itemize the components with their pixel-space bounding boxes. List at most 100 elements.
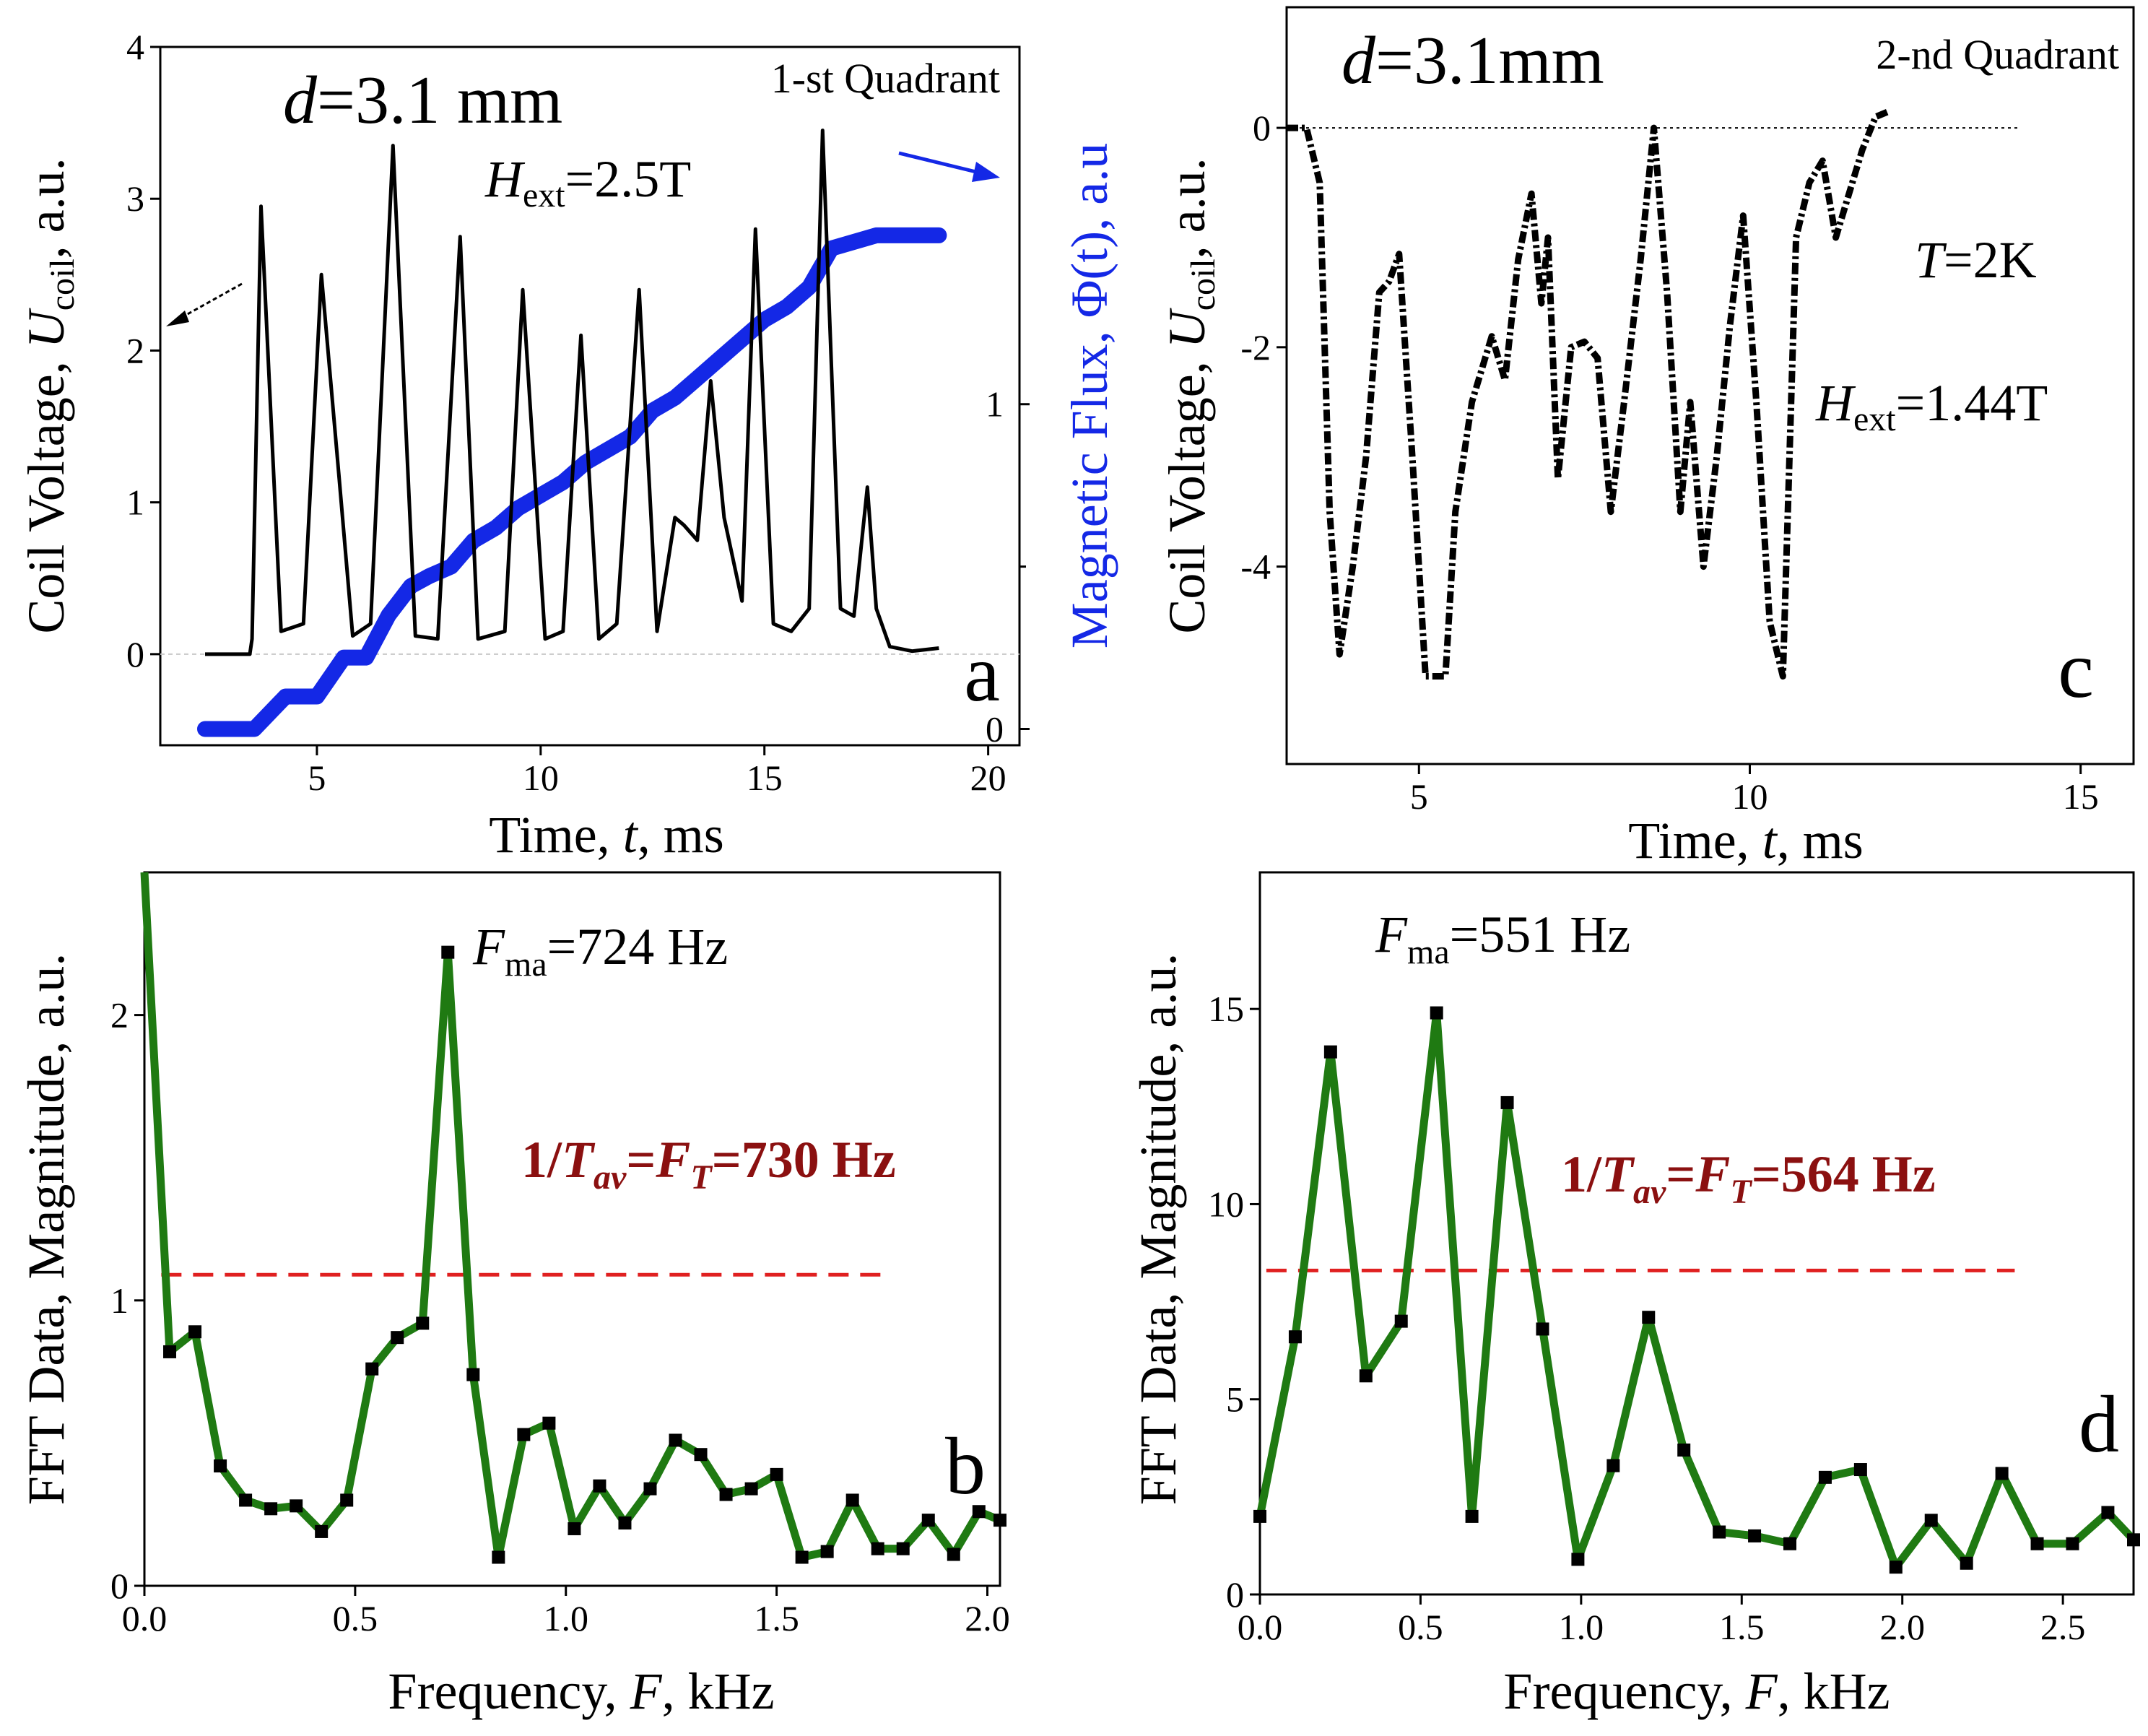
- fft-marker: [1394, 1314, 1408, 1328]
- x-tick-label: 0.5: [333, 1598, 378, 1639]
- y-ticks-d: 0 5 10 15: [1208, 989, 1260, 1615]
- fft-marker: [1465, 1509, 1479, 1523]
- fft-marker: [1606, 1459, 1620, 1472]
- fft-marker: [1748, 1529, 1762, 1542]
- fft-marker: [1713, 1525, 1726, 1539]
- fft-marker: [795, 1550, 809, 1564]
- fft-marker: [517, 1428, 531, 1441]
- plot-frame-c: [1285, 6, 2135, 765]
- x-ticks-d: 0.0 0.5 1.0 1.5 2.0 2.5: [1238, 1594, 2085, 1647]
- y-tick-label: 5: [1226, 1379, 1244, 1420]
- fft-marker: [391, 1331, 404, 1345]
- flux-series-line: [197, 227, 947, 737]
- fft-marker: [1853, 1463, 1867, 1477]
- y2-ticks-a: 01: [986, 384, 1030, 750]
- fft-marker: [993, 1514, 1006, 1527]
- fft-marker: [1889, 1561, 1903, 1574]
- y2-axis-label-a: Magnetic Flux, Φ(t), a.u: [1061, 143, 1118, 649]
- coil-voltage-series-line: [205, 129, 939, 656]
- fft-marker: [2030, 1537, 2044, 1550]
- x-tick-label: 15: [747, 758, 783, 798]
- x-tick-label: 15: [2063, 776, 2099, 817]
- fft-marker: [719, 1488, 733, 1501]
- period-annotation-d: 1/Tav=FT=564 Hz: [1561, 1145, 1936, 1211]
- coil-voltage-series-line-c: [1287, 108, 1890, 680]
- peak-annotation-b: Fma=724 Hz: [472, 918, 728, 984]
- fft-marker: [2127, 1533, 2140, 1547]
- x-tick-label: 5: [308, 758, 326, 798]
- fft-marker: [820, 1545, 834, 1558]
- y-tick-label: 4: [126, 27, 144, 67]
- fft-marker: [1253, 1509, 1266, 1523]
- y-axis-label-b: FFT Data, Magnitude, a.u.: [17, 953, 75, 1506]
- x-axis-label-a: Time, t, ms: [489, 806, 723, 864]
- plot-frame-b: [143, 871, 1001, 1587]
- title-c: d=3.1mm: [1342, 23, 1604, 98]
- y-ticks-b: 0 1 2: [110, 995, 144, 1606]
- x-ticks-c: 5 10 15: [1410, 764, 2099, 817]
- field-annotation-a: Hext=2.5T: [484, 150, 691, 214]
- y-ticks-a: 0 1 2 3 4: [126, 27, 160, 674]
- fft-marker: [1924, 1514, 1938, 1527]
- fft-marker: [2066, 1537, 2079, 1550]
- y-tick-label: 1: [126, 482, 144, 523]
- y-tick-label: -4: [1240, 547, 1271, 587]
- x-ticks-b: 0.0 0.5 1.0 1.5 2.0: [122, 1586, 1010, 1639]
- fft-marker: [466, 1368, 480, 1381]
- y-tick-label: 0: [110, 1566, 129, 1606]
- left-axis-pointer-arrowhead: [166, 311, 189, 326]
- x-tick-label: 10: [523, 758, 559, 798]
- fft-marker: [694, 1448, 708, 1462]
- title-a: d=3.1 mm: [283, 63, 562, 138]
- fft-marker: [163, 1345, 177, 1358]
- panel-label-c: c: [2058, 625, 2094, 715]
- fft-marker: [1642, 1311, 1656, 1324]
- fft-marker: [643, 1482, 657, 1496]
- fft-marker: [1818, 1470, 1832, 1484]
- fft-marker: [871, 1542, 884, 1555]
- period-annotation-b: 1/Tav=FT=730 Hz: [521, 1131, 896, 1197]
- panel-label-b: b: [945, 1422, 986, 1511]
- fft-marker: [290, 1499, 303, 1513]
- fft-marker: [1536, 1322, 1549, 1336]
- y-tick-label: 3: [126, 178, 144, 219]
- fft-marker: [1359, 1369, 1373, 1383]
- fft-marker: [744, 1482, 758, 1496]
- fft-marker: [492, 1550, 505, 1564]
- y-tick-label: 0: [1253, 108, 1271, 148]
- peak-annotation-d: Fma=551 Hz: [1375, 906, 1630, 971]
- y-tick-label: 10: [1208, 1184, 1244, 1224]
- x-axis-label-c: Time, t, ms: [1628, 812, 1863, 869]
- fft-markers-b: [163, 945, 1006, 1564]
- x-tick-label: 0.0: [1238, 1607, 1283, 1647]
- fft-marker: [441, 945, 455, 959]
- corner-text-a: 1-st Quadrant: [771, 55, 1000, 102]
- field-annotation-c: Hext=1.44T: [1815, 374, 2048, 438]
- x-tick-label: 1.5: [1719, 1607, 1765, 1647]
- fft-marker: [921, 1514, 935, 1527]
- panel-c: 5 10 15 0 -2 -4 d=3.1mm 2-nd Quadrant T=2K H…: [1158, 6, 2135, 869]
- fft-marker: [416, 1316, 430, 1330]
- fft-marker: [315, 1524, 329, 1538]
- fft-marker: [947, 1548, 960, 1561]
- fft-marker: [1995, 1467, 2009, 1480]
- x-tick-label: 1.0: [543, 1598, 588, 1639]
- x-tick-label: 2.0: [1879, 1607, 1925, 1647]
- x-axis-label-b: Frequency, F, kHz: [388, 1662, 774, 1720]
- fft-marker: [188, 1325, 202, 1339]
- x-axis-label-d: Frequency, F, kHz: [1503, 1662, 1890, 1720]
- x-tick-label: 20: [970, 758, 1006, 798]
- fft-marker: [365, 1362, 379, 1376]
- y2-tick-label: 0: [986, 709, 1004, 750]
- fft-marker: [845, 1493, 859, 1507]
- fft-marker: [264, 1502, 278, 1516]
- fft-marker: [542, 1416, 556, 1430]
- fft-marker: [1677, 1444, 1691, 1457]
- panel-label-d: d: [2079, 1380, 2119, 1470]
- fft-marker: [1323, 1045, 1337, 1059]
- panel-d: 0.0 0.5 1.0 1.5 2.0 2.5 0 5 10 15 Fma=551 Hz 1/T…: [1129, 871, 2140, 1720]
- fft-marker: [770, 1467, 783, 1481]
- fft-markers-d: [1253, 1006, 2140, 1574]
- y2-tick-label: 1: [986, 384, 1004, 425]
